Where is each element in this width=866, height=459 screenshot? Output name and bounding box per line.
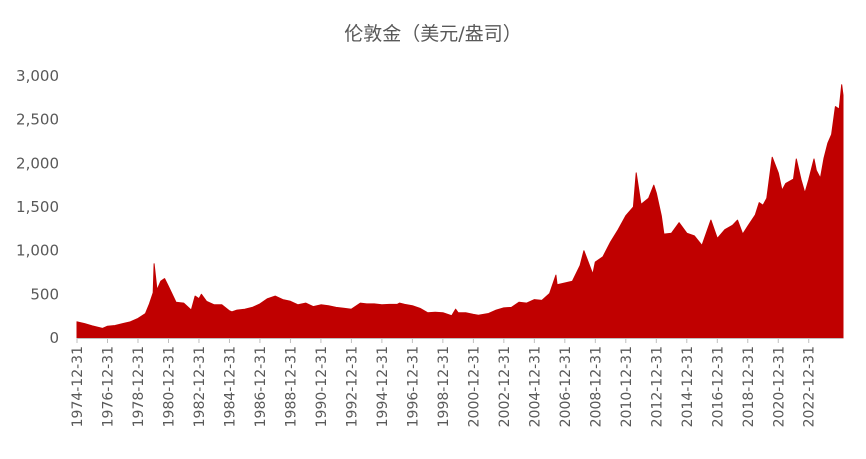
y-axis: 0 500 1,000 1,500 2,000 2,500 3,000: [16, 67, 59, 347]
x-tick-label: 1976-12-31: [101, 346, 117, 427]
x-tick-label: 2000-12-31: [466, 346, 482, 427]
x-tick-label: 2008-12-31: [588, 346, 604, 427]
x-tick-label: 1990-12-31: [314, 346, 330, 427]
x-tick-label: 2006-12-31: [558, 346, 574, 427]
x-tick-label: 1978-12-31: [131, 346, 147, 427]
y-tick-label: 0: [49, 329, 59, 347]
y-tick-label: 500: [30, 285, 59, 303]
x-tick-label: 2022-12-31: [802, 346, 818, 427]
x-tick-label: 2014-12-31: [680, 346, 696, 427]
x-tick-label: 1986-12-31: [253, 346, 269, 427]
x-tick-label: 1984-12-31: [223, 346, 239, 427]
x-tick-label: 1974-12-31: [70, 346, 86, 427]
x-tick-label: 1988-12-31: [283, 346, 299, 427]
x-tick-label: 2002-12-31: [497, 346, 513, 427]
plot-area: [76, 84, 844, 339]
y-tick-label: 2,500: [16, 111, 59, 129]
x-tick-label: 2020-12-31: [771, 346, 787, 427]
y-tick-label: 1,500: [16, 198, 59, 216]
y-tick-label: 3,000: [16, 67, 59, 85]
x-tick-label: 1996-12-31: [405, 346, 421, 427]
x-tick-label: 1982-12-31: [192, 346, 208, 427]
chart-title: 伦敦金（美元/盎司）: [344, 23, 521, 45]
x-tick-label: 1994-12-31: [375, 346, 391, 427]
x-tick-label: 1998-12-31: [436, 346, 452, 427]
y-tick-label: 1,000: [16, 242, 59, 260]
y-tick-label: 2,000: [16, 154, 59, 172]
gold-price-area: [76, 84, 844, 339]
x-tick-label: 2004-12-31: [527, 346, 543, 427]
x-tick-label: 2012-12-31: [649, 346, 665, 427]
x-tick-label: 2016-12-31: [710, 346, 726, 427]
x-tick-label: 1992-12-31: [344, 346, 360, 427]
x-tick-label: 2010-12-31: [619, 346, 635, 427]
x-tick-label: 1980-12-31: [162, 346, 178, 427]
x-tick-label: 2018-12-31: [741, 346, 757, 427]
x-axis: 1974-12-31 1976-12-31 1978-12-31 1980-12-31…: [70, 338, 818, 427]
